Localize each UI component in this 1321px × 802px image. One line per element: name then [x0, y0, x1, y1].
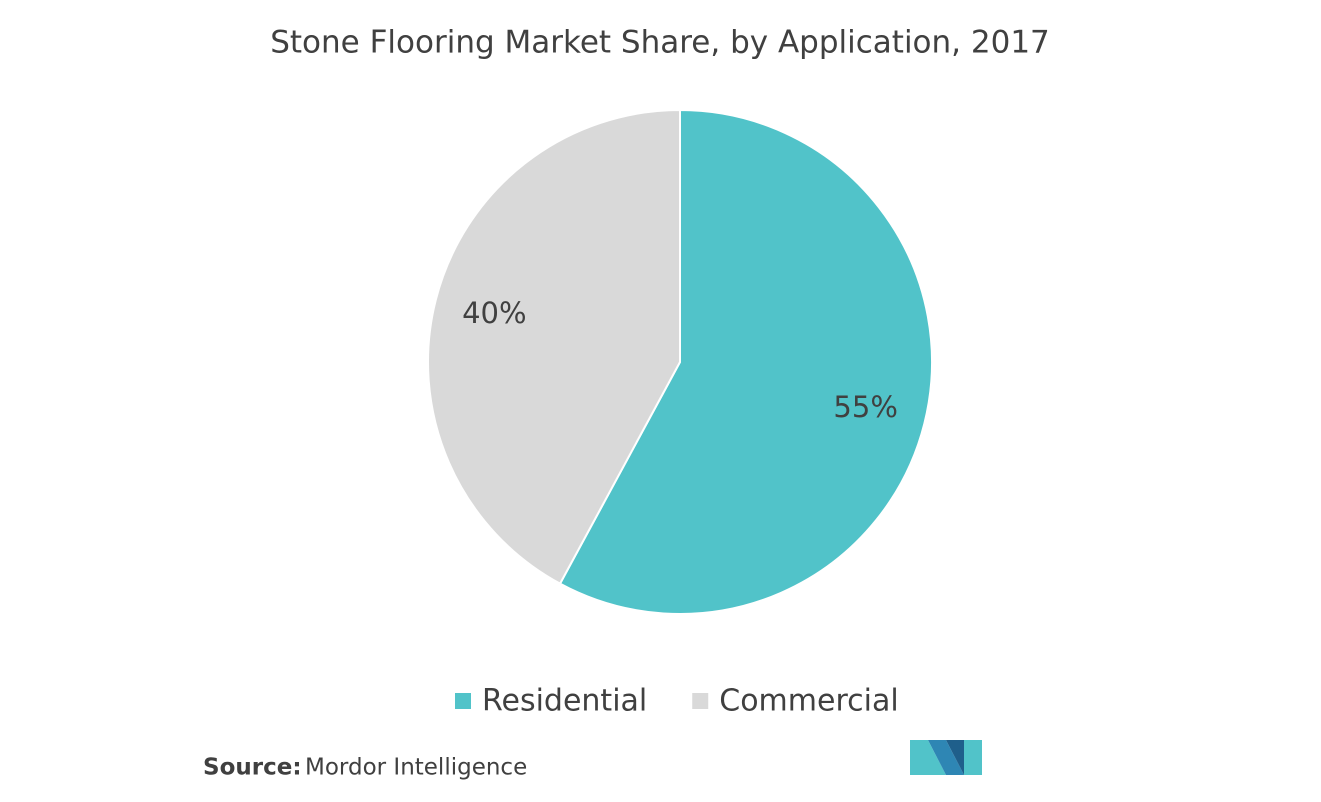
- legend-swatch: [692, 693, 709, 709]
- legend-label: Residential: [482, 684, 647, 719]
- data-label: 55%: [833, 390, 897, 424]
- chart-title: Stone Flooring Market Share, by Applicat…: [270, 25, 1050, 61]
- source: Mordor Intelligence: [305, 755, 527, 781]
- legend-label: Commercial: [719, 684, 898, 719]
- pie-slice: [427, 108, 681, 585]
- pie-slice: [558, 108, 933, 615]
- source-label: Source:: [203, 755, 302, 781]
- legend-swatch: [455, 693, 471, 709]
- data-label: 40%: [462, 296, 526, 330]
- logo: [910, 740, 982, 775]
